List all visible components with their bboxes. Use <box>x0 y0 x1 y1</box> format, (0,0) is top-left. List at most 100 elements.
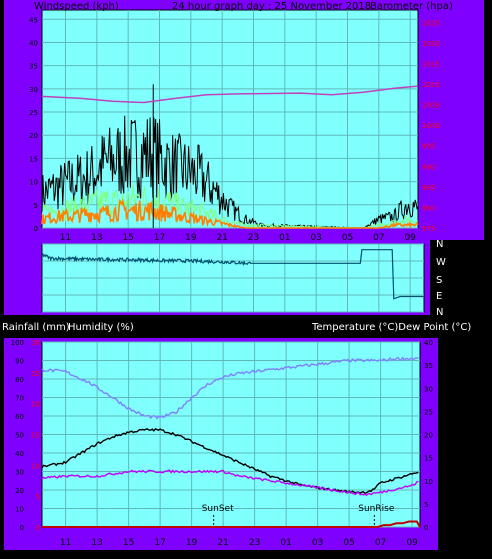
sunrise-label: SunRise <box>358 504 395 514</box>
barometer-y-tick: 1025 <box>422 19 440 27</box>
barometer-y-tick: 985 <box>422 184 435 192</box>
rainfall-y-tick: 5 <box>36 493 40 501</box>
rainfall-y-tick: 0 <box>36 524 40 532</box>
compass-label-w: W <box>436 257 446 268</box>
wind-x-tick: 23 <box>248 233 259 243</box>
wind-x-tick: 17 <box>154 233 165 243</box>
humidity-line <box>41 356 419 420</box>
temp-x-tick: 19 <box>186 538 198 548</box>
temperature-y-tick: 5 <box>424 501 428 509</box>
wind-x-tick: 05 <box>342 233 353 243</box>
wind-series <box>41 84 419 230</box>
temp-x-tick: 03 <box>312 538 323 548</box>
temp-x-tick: 09 <box>406 538 418 548</box>
temp-series <box>41 356 421 528</box>
wind-y-tick: 15 <box>29 155 38 163</box>
wind-y-tick: 0 <box>34 225 38 233</box>
chart-title: 24 hour graph day : 25 November 2018 <box>172 1 371 12</box>
wind-x-tick: 11 <box>60 233 71 243</box>
compass-label-n-top: N <box>436 239 443 250</box>
wind-y-tick: 35 <box>29 63 38 71</box>
temp-x-tick: 23 <box>249 538 260 548</box>
wind-x-tick: 21 <box>216 233 227 243</box>
temp-x-tick: 15 <box>123 538 134 548</box>
barometer-y-tick: 1000 <box>422 122 440 130</box>
rainfall-y-tick: 30 <box>31 339 40 347</box>
direction-series <box>41 249 424 300</box>
wind-avg-line <box>41 198 419 230</box>
wind-y-tick: 25 <box>29 109 38 117</box>
wind-grid <box>42 10 418 229</box>
humidity-y-tick: 80 <box>15 376 24 384</box>
wind-plot-area <box>41 9 419 229</box>
temperature-y-tick: 40 <box>424 339 433 347</box>
temp-x-tick: 05 <box>343 538 354 548</box>
humidity-y-tick: 0 <box>20 524 24 532</box>
barometer-y-tick: 1015 <box>422 60 440 68</box>
barometer-y-tick: 1020 <box>422 40 440 48</box>
humidity-y-tick: 10 <box>15 506 24 514</box>
wind-x-tick: 19 <box>185 233 197 243</box>
rainfall-y-tick: 25 <box>31 370 40 378</box>
temperature-y-tick: 0 <box>424 524 428 532</box>
wind-y-tick: 45 <box>29 16 38 24</box>
humidity-axis-title: Humidity (%) <box>68 322 134 333</box>
temperature-y-tick: 15 <box>424 455 433 463</box>
humidity-y-tick: 30 <box>15 469 24 477</box>
temperature-axis-title: Temperature (°C)Dew Point (°C) <box>311 322 471 333</box>
barometer-axis-title: Barometer (hpa) <box>370 1 453 12</box>
wind-axis-title: Windspeed (kph) <box>34 1 119 12</box>
wind-y-tick: 10 <box>29 179 38 187</box>
rainfall-y-tick: 10 <box>31 462 40 470</box>
temperature-y-tick: 35 <box>424 362 433 370</box>
wind-x-tick: 07 <box>373 233 384 243</box>
compass-label-n-bottom: N <box>436 307 443 318</box>
barometer-y-tick: 975 <box>422 225 435 233</box>
temp-x-tick: 11 <box>60 538 71 548</box>
barometer-y-tick: 1010 <box>422 81 440 89</box>
rainfall-axis-title: Rainfall (mm) <box>2 322 70 333</box>
barometer-line <box>41 85 419 104</box>
humidity-y-tick: 90 <box>15 358 24 366</box>
rainfall-y-tick: 20 <box>31 401 40 409</box>
wind-y-tick: 5 <box>34 202 38 210</box>
temperature-y-tick: 20 <box>424 432 433 440</box>
temp-x-tick: 07 <box>375 538 386 548</box>
wind-x-tick: 09 <box>404 233 416 243</box>
sunset-label: SunSet <box>202 504 234 514</box>
barometer-y-tick: 995 <box>422 143 435 151</box>
dew_point-line <box>41 469 419 497</box>
wind-y-tick: 40 <box>29 39 38 47</box>
temp-x-tick: 01 <box>280 538 291 548</box>
humidity-y-tick: 50 <box>15 432 24 440</box>
axis-ticks: 11 13 15 17 19 21 23 01 03 05 07 090510152025303540… <box>11 16 440 548</box>
wind-y-tick: 20 <box>29 132 38 140</box>
wind-y-tick: 30 <box>29 86 38 94</box>
compass-label-e: E <box>436 291 442 302</box>
temperature-y-tick: 30 <box>424 385 433 393</box>
rain-line <box>42 520 421 528</box>
wind-x-tick: 13 <box>91 233 102 243</box>
temp-grid <box>42 341 420 528</box>
temp-x-tick: 13 <box>91 538 102 548</box>
wind-x-tick: 01 <box>279 233 290 243</box>
humidity-y-tick: 70 <box>15 395 24 403</box>
humidity-y-tick: 40 <box>15 450 24 458</box>
temperature-line <box>41 428 419 495</box>
wind-x-tick: 03 <box>310 233 321 243</box>
temp-x-tick: 21 <box>217 538 228 548</box>
barometer-y-tick: 1005 <box>422 102 440 110</box>
wind-x-tick: 15 <box>122 233 133 243</box>
compass-label-s: S <box>436 275 442 286</box>
temperature-y-tick: 10 <box>424 478 433 486</box>
barometer-y-tick: 980 <box>422 204 435 212</box>
humidity-y-tick: 60 <box>15 413 24 421</box>
humidity-y-tick: 100 <box>11 339 24 347</box>
temp-x-tick: 17 <box>154 538 165 548</box>
temperature-y-tick: 25 <box>424 408 433 416</box>
barometer-y-tick: 990 <box>422 163 435 171</box>
rainfall-y-tick: 15 <box>31 432 40 440</box>
wind-direction-line <box>41 249 424 300</box>
